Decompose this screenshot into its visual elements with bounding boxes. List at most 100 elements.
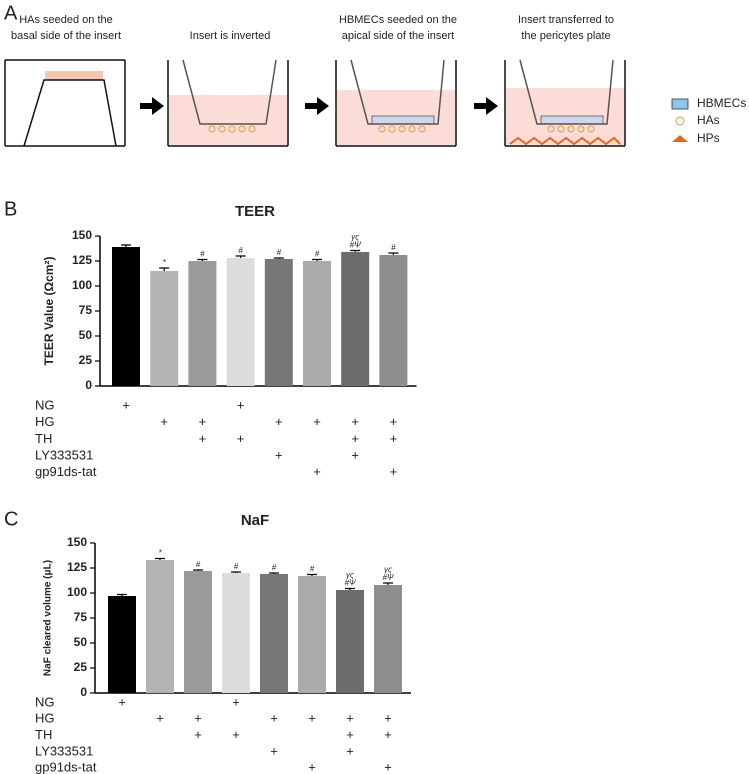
- y-tick-label: 125: [67, 560, 87, 574]
- bar: [150, 271, 179, 386]
- y-tick-label: 75: [74, 610, 88, 624]
- treatment-label: HG: [35, 711, 55, 726]
- treatment-mark: +: [199, 414, 207, 429]
- bar: [184, 571, 212, 693]
- y-tick-label: 50: [79, 328, 93, 342]
- bar: [222, 573, 250, 693]
- significance-label: #: [277, 248, 282, 257]
- significance-label: #: [234, 562, 239, 571]
- treatment-mark: +: [390, 464, 398, 479]
- legend-label: HBMECs: [697, 96, 746, 110]
- bar: [336, 590, 364, 693]
- significance-label: #Ψ: [350, 241, 361, 250]
- bar: [188, 261, 217, 386]
- y-tick-label: 50: [74, 635, 88, 649]
- y-tick-label: 75: [79, 303, 93, 317]
- error-bar: [197, 258, 208, 261]
- treatment-mark: +: [390, 414, 398, 429]
- y-tick-label: 0: [85, 378, 92, 392]
- bar: [146, 560, 174, 693]
- treatment-mark: +: [270, 711, 278, 726]
- treatment-mark: +: [308, 711, 316, 726]
- error-bar: [159, 267, 170, 271]
- error-bar: [307, 573, 317, 576]
- error-bar: [345, 587, 355, 590]
- significance-label: *: [163, 258, 167, 267]
- bar: [298, 576, 326, 693]
- y-tick-label: 125: [72, 253, 92, 267]
- significance-label: γς: [384, 565, 392, 574]
- bar: [341, 252, 370, 386]
- panel-label: A: [4, 2, 18, 24]
- error-bar: [193, 569, 203, 571]
- bar: [303, 261, 331, 386]
- bar: [108, 596, 136, 693]
- treatment-mark: +: [308, 760, 316, 774]
- significance-label: γς: [346, 571, 354, 580]
- treatment-mark: +: [194, 727, 202, 742]
- treatment-mark: +: [313, 414, 321, 429]
- treatment-label: HG: [35, 414, 55, 429]
- treatment-mark: +: [194, 711, 202, 726]
- y-axis-label: NaF cleared volume (μL): [43, 560, 54, 676]
- error-bar: [383, 582, 393, 585]
- y-tick-label: 100: [67, 585, 87, 599]
- significance-label: #: [238, 246, 243, 255]
- panel-label: B: [4, 198, 17, 220]
- treatment-mark: +: [237, 397, 245, 412]
- step-caption: Insert is inverted: [190, 30, 271, 42]
- step-caption: HBMECs seeded on the: [339, 14, 457, 26]
- treatment-mark: +: [232, 694, 240, 709]
- treatment-mark: +: [275, 414, 283, 429]
- y-tick-label: 150: [72, 228, 92, 242]
- significance-label: #Ψ: [382, 573, 393, 582]
- treatment-mark: +: [275, 448, 283, 463]
- significance-label: #: [391, 243, 396, 252]
- treatment-mark: +: [346, 711, 354, 726]
- treatment-label: TH: [35, 727, 52, 742]
- error-bar: [155, 557, 165, 560]
- step-caption: basal side of the insert: [11, 30, 121, 42]
- treatment-label: LY333531: [35, 743, 93, 758]
- panel-label: C: [4, 508, 18, 530]
- y-tick-label: 100: [72, 278, 92, 292]
- significance-label: *: [158, 549, 162, 558]
- y-tick-label: 0: [80, 685, 87, 699]
- error-bar: [273, 257, 284, 259]
- error-bar: [117, 593, 127, 596]
- diagram: [4, 59, 689, 147]
- error-bar: [231, 571, 241, 573]
- step-caption: apical side of the insert: [342, 30, 455, 42]
- step-caption: HAs seeded on the: [19, 14, 113, 26]
- treatment-mark: +: [237, 431, 245, 446]
- error-bar: [235, 255, 246, 258]
- treatment-mark: +: [346, 727, 354, 742]
- bar: [374, 585, 402, 693]
- error-bar: [312, 258, 322, 261]
- treatment-mark: +: [384, 760, 392, 774]
- error-bar: [388, 252, 399, 255]
- treatment-mark: +: [118, 694, 126, 709]
- treatment-mark: +: [199, 431, 207, 446]
- treatment-label: NG: [35, 694, 55, 709]
- y-tick-label: 150: [67, 535, 87, 549]
- legend-label: HAs: [697, 113, 720, 127]
- treatment-mark: +: [313, 464, 321, 479]
- significance-label: #: [200, 250, 205, 259]
- bar: [379, 255, 408, 386]
- treatment-mark: +: [384, 727, 392, 742]
- significance-label: γς: [351, 233, 359, 242]
- treatment-mark: +: [351, 414, 359, 429]
- treatment-mark: +: [384, 711, 392, 726]
- treatment-mark: +: [160, 414, 168, 429]
- treatment-mark: +: [156, 711, 164, 726]
- treatment-mark: +: [270, 743, 278, 758]
- y-tick-label: 25: [79, 353, 93, 367]
- y-axis-label: TEER Value (Ωcm²): [42, 257, 56, 366]
- treatment-mark: +: [122, 397, 130, 412]
- significance-label: #: [310, 565, 315, 574]
- significance-label: #: [272, 563, 277, 572]
- chart-title: TEER: [235, 203, 275, 220]
- treatment-mark: +: [351, 448, 359, 463]
